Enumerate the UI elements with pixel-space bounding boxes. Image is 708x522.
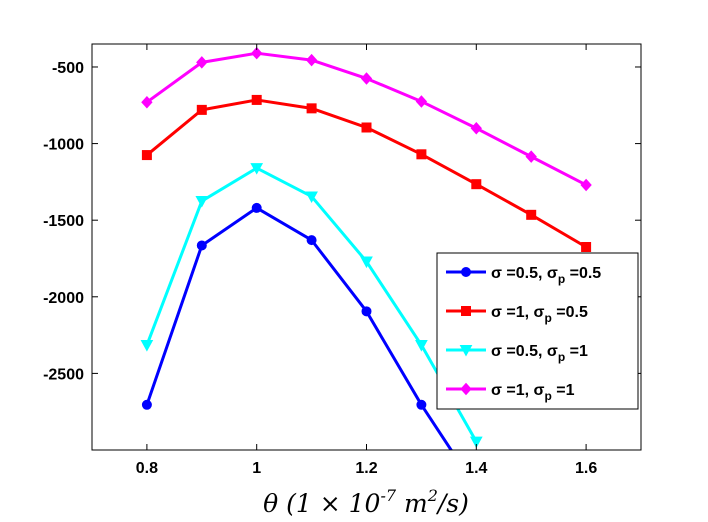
- data-point: [140, 340, 154, 352]
- legend-label-value: =0.5: [565, 265, 601, 282]
- x-axis-label-square: 2: [427, 486, 438, 505]
- legend-label-subscript: p: [544, 389, 551, 403]
- data-point: [251, 46, 263, 60]
- data-point: [415, 95, 428, 108]
- data-point: [361, 122, 372, 133]
- x-axis-label-open: (1 × 10: [278, 489, 380, 518]
- data-point: [196, 104, 207, 115]
- data-point: [525, 150, 537, 163]
- data-point: [581, 242, 592, 252]
- x-tick-label: 1.2: [355, 460, 377, 477]
- x-axis-label-theta: θ: [263, 489, 278, 518]
- legend-label: σ =1, σp =1: [491, 382, 575, 403]
- data-point: [472, 484, 481, 493]
- series-4: [141, 46, 592, 192]
- legend-label: σ =0.5, σp =0.5: [491, 265, 601, 286]
- series-3: [140, 163, 483, 449]
- legend-entry-3: σ =0.5, σp =1: [446, 343, 588, 364]
- legend-box: [436, 252, 639, 410]
- data-point: [196, 240, 207, 251]
- data-point: [305, 191, 318, 203]
- data-point: [306, 235, 317, 246]
- data-point: [470, 122, 482, 135]
- legend-label-value: =1: [565, 343, 588, 360]
- legend-label: σ =0.5, σp =1: [491, 343, 588, 364]
- ticks-layer: 0.8 1 1.2 1.4 1.6 -2500 -2000 -1500 -1000 -500: [43, 44, 641, 477]
- legend-marker: [461, 267, 471, 277]
- x-tick-label: 0.8: [136, 460, 158, 477]
- x-axis-label: θ (1 × 10-7 m2/s): [263, 486, 469, 518]
- data-point: [469, 436, 483, 449]
- data-point: [141, 399, 152, 410]
- y-tick-label: -500: [52, 60, 84, 77]
- legend-marker: [460, 382, 472, 396]
- data-point: [416, 399, 427, 410]
- data-point: [415, 340, 428, 352]
- legend-label-main: σ =1, σ: [491, 304, 545, 321]
- series-1: [141, 202, 481, 493]
- x-axis-label-mid: m: [396, 489, 428, 518]
- x-tick-label: 1.6: [575, 460, 597, 477]
- legend-marker: [461, 306, 471, 316]
- legend-label-subscript: p: [558, 272, 565, 286]
- y-tick-label: -2500: [43, 366, 84, 383]
- series-2: [141, 94, 592, 252]
- data-point: [306, 103, 317, 114]
- y-tick-label: -1000: [43, 137, 84, 154]
- x-axis-label-close: /s): [436, 489, 469, 518]
- legend-entry-1: σ =0.5, σp =0.5: [446, 265, 601, 286]
- data-point: [250, 163, 264, 175]
- legend-label-value: =1: [552, 382, 575, 399]
- legend-label-subscript: p: [544, 311, 551, 325]
- legend-label-value: =0.5: [552, 304, 588, 321]
- legend-label-main: σ =0.5, σ: [491, 265, 558, 282]
- legend-entry-4: σ =1, σp =1: [446, 382, 575, 403]
- data-point: [526, 209, 537, 220]
- y-tick-label: -1500: [43, 213, 84, 230]
- x-tick-label: 1: [252, 460, 261, 477]
- data-point: [195, 196, 209, 208]
- x-axis-label-exponent: -7: [380, 486, 396, 505]
- data-point: [305, 53, 318, 67]
- legend-label-main: σ =1, σ: [491, 382, 545, 399]
- data-point: [416, 149, 427, 160]
- data-point: [196, 56, 208, 69]
- legend-entry-2: σ =1, σp =0.5: [446, 304, 588, 325]
- series-layer: [140, 46, 592, 493]
- legend-marker: [459, 345, 473, 357]
- data-point: [251, 202, 262, 213]
- legend-label-subscript: p: [558, 350, 565, 364]
- data-point: [361, 306, 372, 317]
- legend-entries: σ =0.5, σp =0.5σ =1, σp =0.5σ =0.5, σp =…: [446, 265, 601, 403]
- data-point: [580, 178, 592, 192]
- data-point: [141, 95, 153, 109]
- data-point: [471, 179, 482, 190]
- legend: σ =0.5, σp =0.5σ =1, σp =0.5σ =0.5, σp =…: [436, 252, 639, 410]
- data-point: [360, 256, 373, 269]
- data-point: [141, 150, 152, 161]
- data-point: [360, 72, 373, 85]
- x-tick-label: 1.4: [465, 460, 487, 477]
- data-point: [251, 94, 262, 105]
- y-tick-label: -2000: [43, 290, 84, 307]
- legend-label-main: σ =0.5, σ: [491, 343, 558, 360]
- legend-label: σ =1, σp =0.5: [491, 304, 588, 325]
